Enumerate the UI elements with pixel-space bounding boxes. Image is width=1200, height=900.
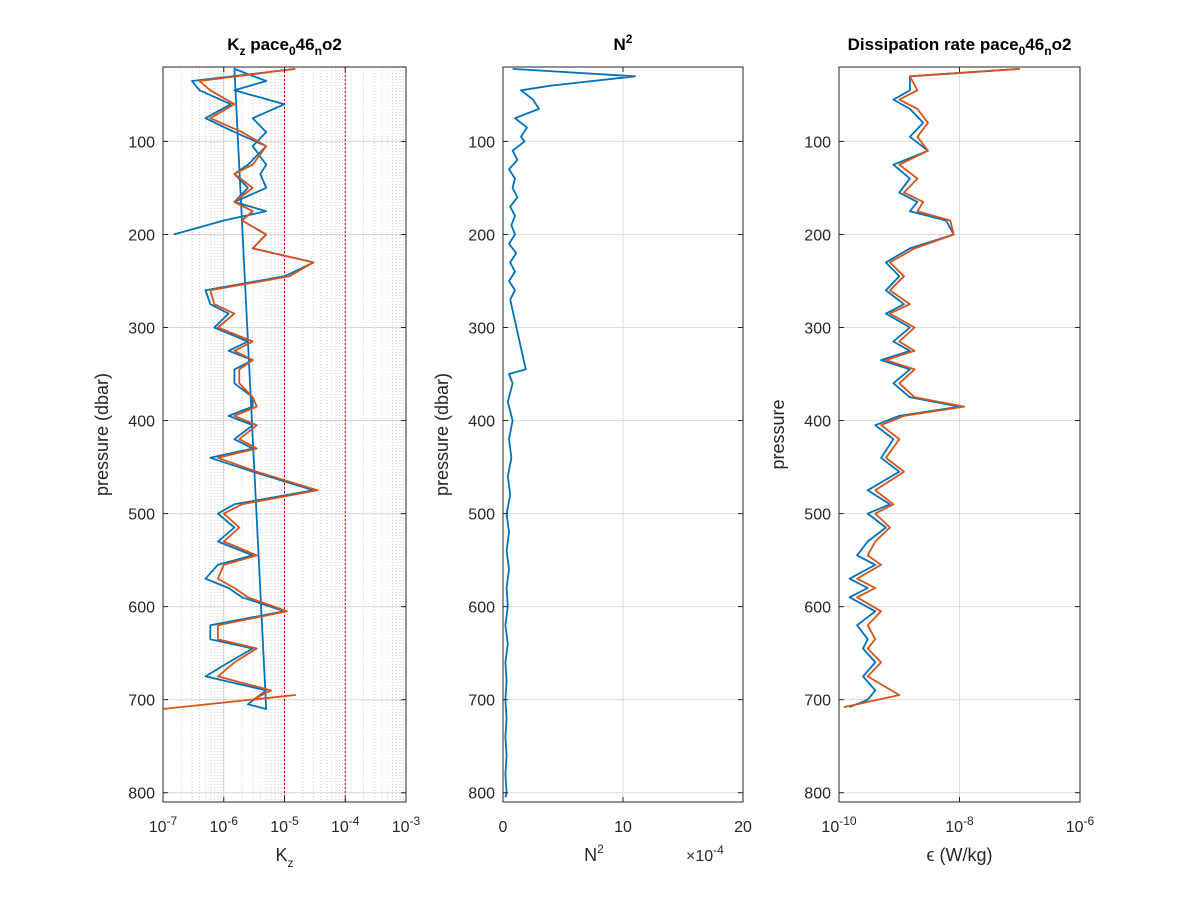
tick-mantissa: 10 <box>392 819 410 836</box>
y-tick-label: 400 <box>804 414 831 431</box>
x-axis-label: N2 <box>584 842 604 865</box>
y-axis-label: pressure (dbar) <box>92 373 112 496</box>
tick-exponent: -3 <box>410 814 421 828</box>
y-tick-label: 300 <box>128 321 155 338</box>
title-part: n <box>1044 44 1051 58</box>
title-part: 0 <box>289 44 296 58</box>
chart-title: N2 <box>614 32 633 54</box>
multiplier-base: ×10 <box>686 848 713 865</box>
x-label-part: z <box>288 856 294 870</box>
x-tick-label: 20 <box>734 819 752 836</box>
tick-mantissa: 10 <box>821 819 839 836</box>
x-tick-label: 10-10 <box>821 814 856 836</box>
x-label-part: K <box>275 845 287 865</box>
tick-exponent: -8 <box>963 814 974 828</box>
title-part: 0 <box>1019 44 1026 58</box>
y-tick-label: 500 <box>128 507 155 524</box>
y-tick-label: 100 <box>468 134 495 151</box>
tick-exponent: -6 <box>227 814 238 828</box>
tick-exponent: -7 <box>167 814 178 828</box>
x-tick-label: 10-3 <box>392 814 421 836</box>
title-part: K <box>227 35 240 54</box>
y-tick-label: 600 <box>468 600 495 617</box>
x-axis-label: Kz <box>275 845 293 870</box>
x-tick-label: 10 <box>614 819 632 836</box>
tick-mantissa: 20 <box>734 819 752 836</box>
y-tick-label: 600 <box>128 600 155 617</box>
series-line-blue <box>504 68 636 798</box>
x-tick-label: 10-8 <box>945 814 974 836</box>
x-label-part: ϵ (W/kg) <box>927 845 993 865</box>
y-tick-label: 200 <box>468 227 495 244</box>
tick-mantissa: 10 <box>270 819 288 836</box>
x-axis-multiplier: ×10-4 <box>686 843 724 865</box>
y-tick-label: 200 <box>128 227 155 244</box>
tick-mantissa: 0 <box>499 819 508 836</box>
x-tick-label: 0 <box>499 819 508 836</box>
x-label-part: N <box>584 845 597 865</box>
x-axis-label: ϵ (W/kg) <box>927 845 993 865</box>
title-part: 46 <box>296 35 315 54</box>
title-part: o2 <box>322 35 342 54</box>
tick-exponent: -4 <box>349 814 360 828</box>
title-part: pace <box>246 35 289 54</box>
x-tick-label: 10-6 <box>210 814 239 836</box>
x-tick-label: 10-6 <box>1066 814 1095 836</box>
multiplier-exponent: -4 <box>713 843 724 857</box>
title-part: Dissipation rate pace <box>848 35 1019 54</box>
y-tick-label: 500 <box>468 507 495 524</box>
y-tick-label: 800 <box>804 786 831 803</box>
y-tick-label: 100 <box>128 134 155 151</box>
y-tick-label: 700 <box>804 693 831 710</box>
y-tick-label: 300 <box>468 321 495 338</box>
tick-mantissa: 10 <box>945 819 963 836</box>
series-line-orange <box>843 68 1020 708</box>
chart-title: Dissipation rate pace046no2 <box>848 35 1072 58</box>
y-tick-label: 700 <box>468 693 495 710</box>
series-line-orange <box>163 68 319 710</box>
y-tick-label: 800 <box>128 786 155 803</box>
y-tick-label: 600 <box>804 600 831 617</box>
y-tick-label: 800 <box>468 786 495 803</box>
series-line-blue <box>848 68 1020 708</box>
y-tick-label: 700 <box>128 693 155 710</box>
grid-lines <box>502 67 744 802</box>
y-tick-label: 400 <box>468 414 495 431</box>
tick-mantissa: 10 <box>1066 819 1084 836</box>
tick-mantissa: 10 <box>614 819 632 836</box>
x-tick-label: 10-4 <box>331 814 360 836</box>
x-tick-label: 10-7 <box>149 814 178 836</box>
title-part: 2 <box>626 32 633 46</box>
y-tick-label: 500 <box>804 507 831 524</box>
title-part: N <box>614 35 626 54</box>
title-part: 46 <box>1025 35 1044 54</box>
x-label-part: 2 <box>597 842 604 856</box>
y-tick-label: 200 <box>804 227 831 244</box>
tick-exponent: -5 <box>288 814 299 828</box>
title-part: z <box>240 44 246 58</box>
title-part: n <box>315 44 322 58</box>
grid-lines <box>162 67 406 802</box>
y-tick-label: 100 <box>804 134 831 151</box>
y-tick-label: 400 <box>128 414 155 431</box>
tick-mantissa: 10 <box>331 819 349 836</box>
title-part: o2 <box>1052 35 1072 54</box>
chart-title: Kz pace046no2 <box>227 35 342 58</box>
tick-mantissa: 10 <box>149 819 167 836</box>
tick-exponent: -10 <box>839 814 857 828</box>
tick-mantissa: 10 <box>210 819 228 836</box>
y-tick-label: 300 <box>804 321 831 338</box>
y-axis-label: pressure (dbar) <box>432 373 452 496</box>
tick-exponent: -6 <box>1084 814 1095 828</box>
x-tick-label: 10-5 <box>270 814 299 836</box>
y-axis-label: pressure <box>768 399 788 469</box>
